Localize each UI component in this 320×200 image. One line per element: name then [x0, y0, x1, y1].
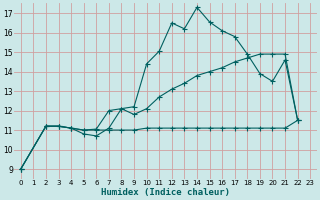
X-axis label: Humidex (Indice chaleur): Humidex (Indice chaleur): [101, 188, 230, 197]
